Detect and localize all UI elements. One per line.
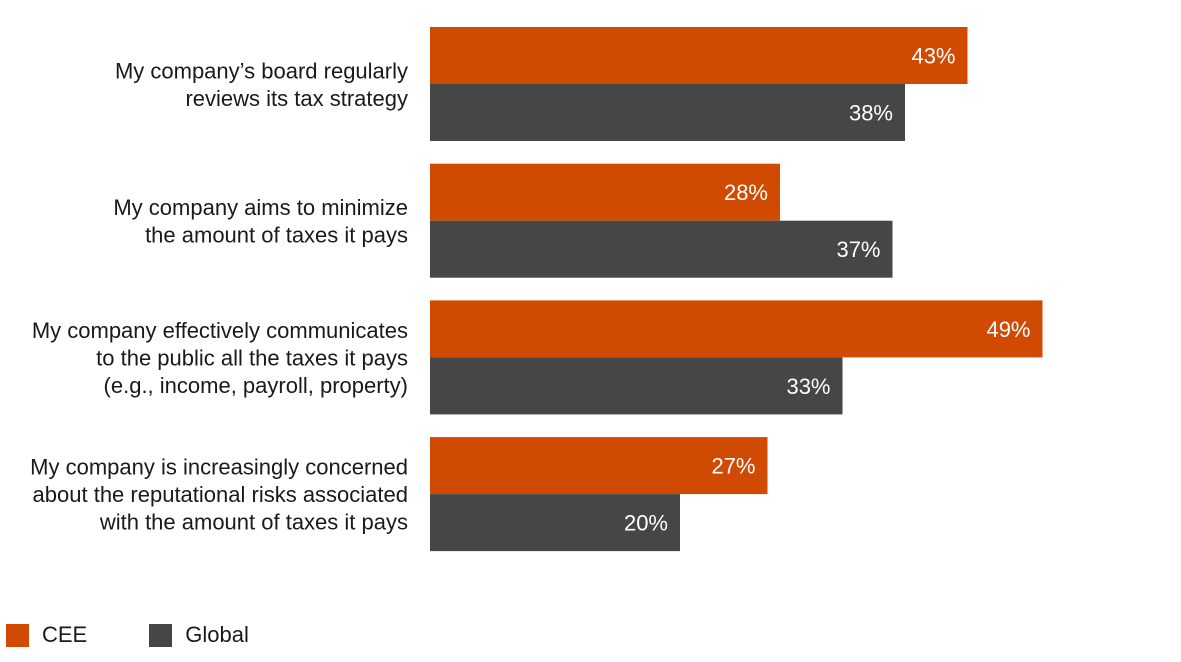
data-label: 28% [724, 180, 768, 205]
category-label: My company’s board regularly reviews its … [115, 58, 408, 111]
bar-cee [430, 437, 768, 495]
bar-global [430, 357, 843, 415]
bar-cee [430, 163, 780, 221]
data-label: 20% [624, 511, 668, 536]
category-label-line: (e.g., income, payroll, property) [104, 373, 408, 398]
category-label-line: My company aims to minimize [113, 195, 408, 220]
bar-global [430, 494, 680, 552]
category-label: My company effectively communicates to th… [32, 318, 408, 398]
legend-swatch-global [149, 623, 173, 647]
legend-label-global: Global [185, 622, 249, 647]
legend-swatch-cee [6, 623, 29, 647]
category-label: My company aims to minimize the amount of… [113, 195, 408, 248]
category-label-line: My company is increasingly concerned [30, 455, 408, 480]
data-label: 37% [836, 237, 880, 262]
data-label: 38% [849, 101, 893, 126]
category-label-line: about the reputational risks associated [33, 482, 408, 507]
bar-cee [430, 300, 1043, 358]
category-label-line: reviews its tax strategy [185, 86, 408, 111]
legend-label-cee: CEE [42, 622, 88, 647]
data-label: 27% [711, 454, 755, 479]
data-label: 43% [911, 44, 955, 69]
category-label-line: My company’s board regularly [115, 58, 408, 83]
data-label: 49% [986, 317, 1030, 342]
category-label-line: with the amount of taxes it pays [99, 510, 408, 535]
bar-global [430, 84, 905, 141]
bar-cee [430, 27, 968, 84]
category-label-line: the amount of taxes it pays [145, 222, 408, 247]
category-label-line: My company effectively communicates [32, 318, 408, 343]
legend-item-cee: CEE [6, 622, 87, 648]
category-label-line: to the public all the taxes it pays [96, 345, 408, 370]
data-label: 33% [786, 374, 830, 399]
bar-global [430, 220, 893, 278]
legend: CEE Global [6, 622, 311, 648]
legend-item-global: Global [149, 622, 249, 648]
category-label: My company is increasingly concerned abou… [30, 455, 408, 535]
